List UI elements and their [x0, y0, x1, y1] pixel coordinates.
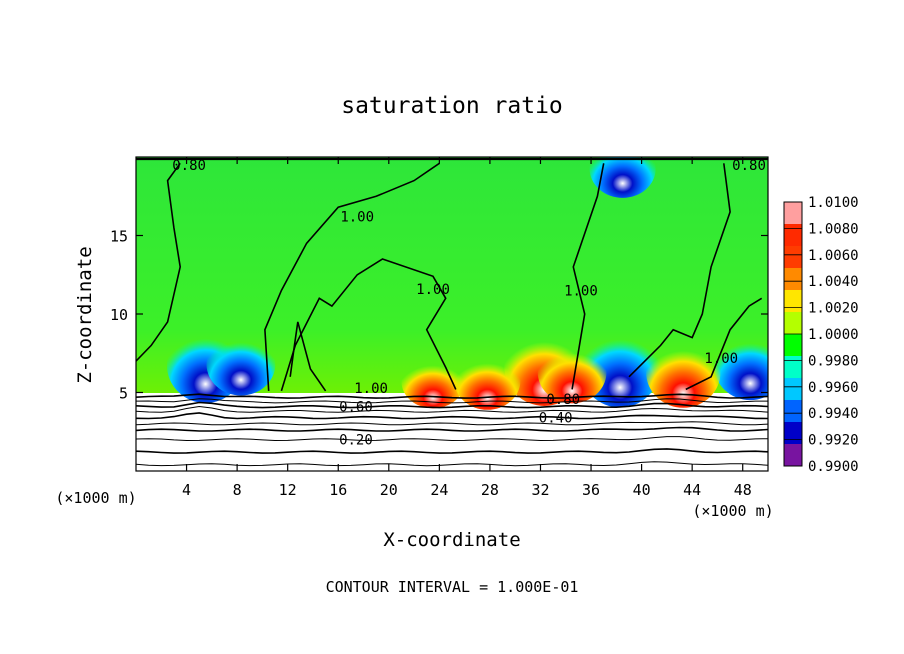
- contour-label-1: 0.80: [732, 158, 766, 174]
- stratified-contour-5: [136, 421, 768, 426]
- saturation-contour-1: [264, 162, 440, 391]
- contour-label-8: 0.80: [546, 392, 580, 408]
- saturation-contour-4: [571, 163, 605, 390]
- colorbar-swatch-7: [784, 356, 802, 379]
- y-tick-label-1: 10: [110, 306, 128, 324]
- moist-anomaly-9: [454, 351, 521, 410]
- y-axis-label: Z-coordinate: [74, 246, 96, 383]
- colorbar-label-0: 1.0100: [808, 195, 859, 211]
- saturation-contour-3: [289, 321, 327, 392]
- stratified-contour-7: [136, 436, 768, 442]
- contour-label-5: 1.00: [704, 351, 738, 367]
- x-tick-label-11: 48: [734, 481, 752, 499]
- anomaly-layer: [166, 157, 768, 410]
- x-unit-left: (×1000 m): [55, 489, 136, 507]
- colorbar-swatch-9: [784, 400, 802, 423]
- stratified-contour-8: [136, 448, 768, 454]
- colorbar-label-1: 1.0080: [808, 221, 859, 237]
- contour-label-4: 1.00: [564, 283, 598, 299]
- colorbar-swatch-5: [784, 312, 802, 335]
- x-tick-label-8: 36: [582, 481, 600, 499]
- x-axis-label: X-coordinate: [383, 529, 520, 551]
- stratified-contour-6: [136, 426, 768, 432]
- y-tick-label-0: 5: [119, 385, 128, 403]
- contour-label-layer: 0.80 0.80 1.00 1.00 1.00 1.00 1.00 0.60 0.80 0.40…: [172, 158, 766, 449]
- x-tick-label-1: 8: [233, 481, 242, 499]
- moist-anomaly-6: [537, 340, 607, 404]
- colorbar-swatch-11: [784, 444, 802, 467]
- colorbar-label-5: 1.0000: [808, 327, 859, 343]
- colorbar-swatch-6: [784, 334, 802, 357]
- x-unit-right: (×1000 m): [692, 502, 773, 520]
- x-tick-label-4: 20: [380, 481, 398, 499]
- colorbar: 1.0100 1.0080 1.0060 1.0040 1.0020 1.0000 0.99…: [783, 195, 859, 475]
- x-axis-ticks: 4 8 12 16 20 24 28 32 36 40 44 48: [182, 157, 752, 499]
- colorbar-swatch-10: [784, 422, 802, 445]
- y-tick-label-2: 15: [110, 228, 128, 246]
- colorbar-swatch-2: [784, 246, 802, 269]
- contour-label-0: 0.80: [172, 158, 206, 174]
- dry-anomaly-1: [206, 333, 276, 396]
- contour-label-3: 1.00: [416, 282, 450, 298]
- colorbar-label-8: 0.9940: [808, 406, 859, 422]
- dry-anomaly-4: [589, 157, 656, 198]
- x-tick-label-7: 32: [531, 481, 549, 499]
- colorbar-label-6: 0.9980: [808, 353, 859, 369]
- stratified-contour-1: [136, 398, 768, 404]
- contour-interval-note: CONTOUR INTERVAL = 1.000E-01: [326, 578, 579, 596]
- saturation-contour-0: [136, 162, 182, 362]
- contour-label-10: 0.20: [339, 433, 373, 449]
- colorbar-label-3: 1.0040: [808, 274, 859, 290]
- stratified-contour-3: [136, 405, 768, 413]
- x-tick-label-0: 4: [182, 481, 191, 499]
- x-tick-label-10: 44: [683, 481, 701, 499]
- x-tick-label-6: 28: [481, 481, 499, 499]
- saturation-contour-2: [280, 258, 457, 392]
- stratified-contour-2: [136, 401, 768, 409]
- colorbar-swatch-0: [784, 202, 802, 225]
- x-tick-label-5: 24: [430, 481, 448, 499]
- contour-label-6: 1.00: [354, 381, 388, 397]
- dry-anomaly-3: [714, 333, 768, 401]
- contour-label-2: 1.00: [340, 210, 374, 226]
- colorbar-swatch-1: [784, 224, 802, 247]
- x-tick-label-2: 12: [279, 481, 297, 499]
- colorbar-label-4: 1.0020: [808, 301, 859, 317]
- colorbar-label-9: 0.9920: [808, 433, 859, 449]
- moist-anomaly-7: [646, 336, 721, 408]
- saturation-contour-6: [685, 297, 763, 391]
- x-tick-label-9: 40: [633, 481, 651, 499]
- colorbar-label-7: 0.9960: [808, 380, 859, 396]
- contour-lines: [136, 157, 768, 467]
- y-axis-ticks: 5 10 15: [110, 228, 768, 403]
- colorbar-swatch-4: [784, 290, 802, 313]
- saturation-contour-5: [628, 163, 731, 378]
- colorbar-swatch-8: [784, 378, 802, 401]
- plot-area: 0.80 0.80 1.00 1.00 1.00 1.00 1.00 0.60 0.80 0.40…: [136, 157, 768, 471]
- x-tick-label-3: 16: [329, 481, 347, 499]
- colorbar-label-10: 0.9900: [808, 459, 859, 475]
- stratified-contour-9: [136, 461, 768, 467]
- stratified-contour-0: [136, 393, 768, 399]
- moist-anomaly-8: [401, 354, 465, 409]
- colorbar-label-2: 1.0060: [808, 248, 859, 264]
- stratified-contour-4: [136, 412, 768, 420]
- chart-title: saturation ratio: [341, 93, 563, 119]
- contour-label-7: 0.60: [339, 400, 373, 416]
- colorbar-swatch-3: [784, 268, 802, 291]
- contour-label-9: 0.40: [539, 411, 573, 427]
